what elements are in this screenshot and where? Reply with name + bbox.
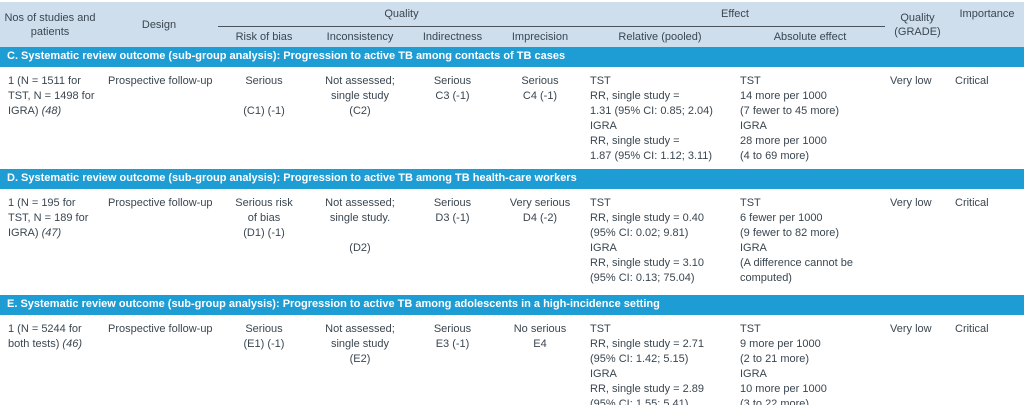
studies-text: 1 (N = 1511 for TST, N = 1498 for IGRA) (8, 75, 95, 117)
col-header-studies: Nos of studies and patients (0, 2, 100, 47)
absolute-effect-cell: TST 9 more per 1000 (2 to 21 more) IGRA … (735, 315, 885, 405)
reference-number: (46) (62, 338, 82, 350)
design-cell: Prospective follow-up (100, 67, 218, 169)
inconsistency-cell: Not assessed; single study (E2) (310, 315, 410, 405)
section-title-e: E. Systematic review outcome (sub-group … (0, 295, 1024, 315)
absolute-effect-cell: TST 14 more per 1000 (7 fewer to 45 more… (735, 67, 885, 169)
grade-quality-cell: Very low (885, 67, 950, 169)
col-header-grade-line1: Quality (900, 11, 935, 24)
imprecision-cell: No serious E4 (495, 315, 585, 405)
section-header-c: C. Systematic review outcome (sub-group … (0, 47, 1024, 67)
design-cell: Prospective follow-up (100, 189, 218, 295)
group-header-effect: Effect (585, 2, 885, 27)
table-row-e: 1 (N = 5244 for both tests) (46) Prospec… (0, 315, 1024, 405)
imprecision-cell: Very serious D4 (-2) (495, 189, 585, 295)
relative-effect-cell: TST RR, single study = 0.40 (95% CI: 0.0… (585, 189, 735, 295)
table-row-c: 1 (N = 1511 for TST, N = 1498 for IGRA) … (0, 67, 1024, 169)
col-header-indirectness: Indirectness (410, 26, 495, 47)
col-header-grade-line2: (GRADE) (894, 25, 941, 38)
col-header-absolute: Absolute effect (735, 26, 885, 47)
importance-cell: Critical (950, 67, 1024, 169)
studies-cell: 1 (N = 5244 for both tests) (46) (0, 315, 100, 405)
relative-effect-cell: TST RR, single study = 2.71 (95% CI: 1.4… (585, 315, 735, 405)
section-header-d: D. Systematic review outcome (sub-group … (0, 169, 1024, 189)
indirectness-cell: Serious D3 (-1) (410, 189, 495, 295)
reference-number: (48) (41, 105, 62, 117)
table-row-d: 1 (N = 195 for TST, N = 189 for IGRA) (4… (0, 189, 1024, 295)
risk-of-bias-cell: Serious (E1) (-1) (218, 315, 310, 405)
indirectness-cell: Serious C3 (-1) (410, 67, 495, 169)
indirectness-cell: Serious E3 (-1) (410, 315, 495, 405)
col-header-relative: Relative (pooled) (585, 26, 735, 47)
inconsistency-cell: Not assessed; single study. (D2) (310, 189, 410, 295)
section-title-d: D. Systematic review outcome (sub-group … (0, 169, 1024, 189)
section-title-c: C. Systematic review outcome (sub-group … (0, 47, 1024, 67)
absolute-effect-cell: TST 6 fewer per 1000 (9 fewer to 82 more… (735, 189, 885, 295)
studies-text: 1 (N = 5244 for both tests) (8, 323, 82, 350)
col-header-inconsistency: Inconsistency (310, 26, 410, 47)
relative-effect-cell: TST RR, single study = 1.31 (95% CI: 0.8… (585, 67, 735, 169)
table-header: Nos of studies and patients Design Quali… (0, 2, 1024, 47)
col-header-imprecision: Imprecision (495, 26, 585, 47)
inconsistency-cell: Not assessed; single study (C2) (310, 67, 410, 169)
section-header-e: E. Systematic review outcome (sub-group … (0, 295, 1024, 315)
col-header-importance: Importance (950, 2, 1024, 47)
studies-text: 1 (N = 195 for TST, N = 189 for IGRA) (8, 197, 89, 239)
importance-cell: Critical (950, 315, 1024, 405)
studies-cell: 1 (N = 195 for TST, N = 189 for IGRA) (4… (0, 189, 100, 295)
col-header-design: Design (100, 2, 218, 47)
risk-of-bias-cell: Serious risk of bias (D1) (-1) (218, 189, 310, 295)
col-header-grade: Quality (GRADE) (885, 2, 950, 47)
imprecision-cell: Serious C4 (-1) (495, 67, 585, 169)
grade-quality-cell: Very low (885, 189, 950, 295)
reference-number: (47) (41, 227, 62, 239)
group-header-quality: Quality (218, 2, 585, 27)
grade-quality-cell: Very low (885, 315, 950, 405)
col-header-risk-of-bias: Risk of bias (218, 26, 310, 47)
risk-of-bias-cell: Serious (C1) (-1) (218, 67, 310, 169)
importance-cell: Critical (950, 189, 1024, 295)
studies-cell: 1 (N = 1511 for TST, N = 1498 for IGRA) … (0, 67, 100, 169)
design-cell: Prospective follow-up (100, 315, 218, 405)
